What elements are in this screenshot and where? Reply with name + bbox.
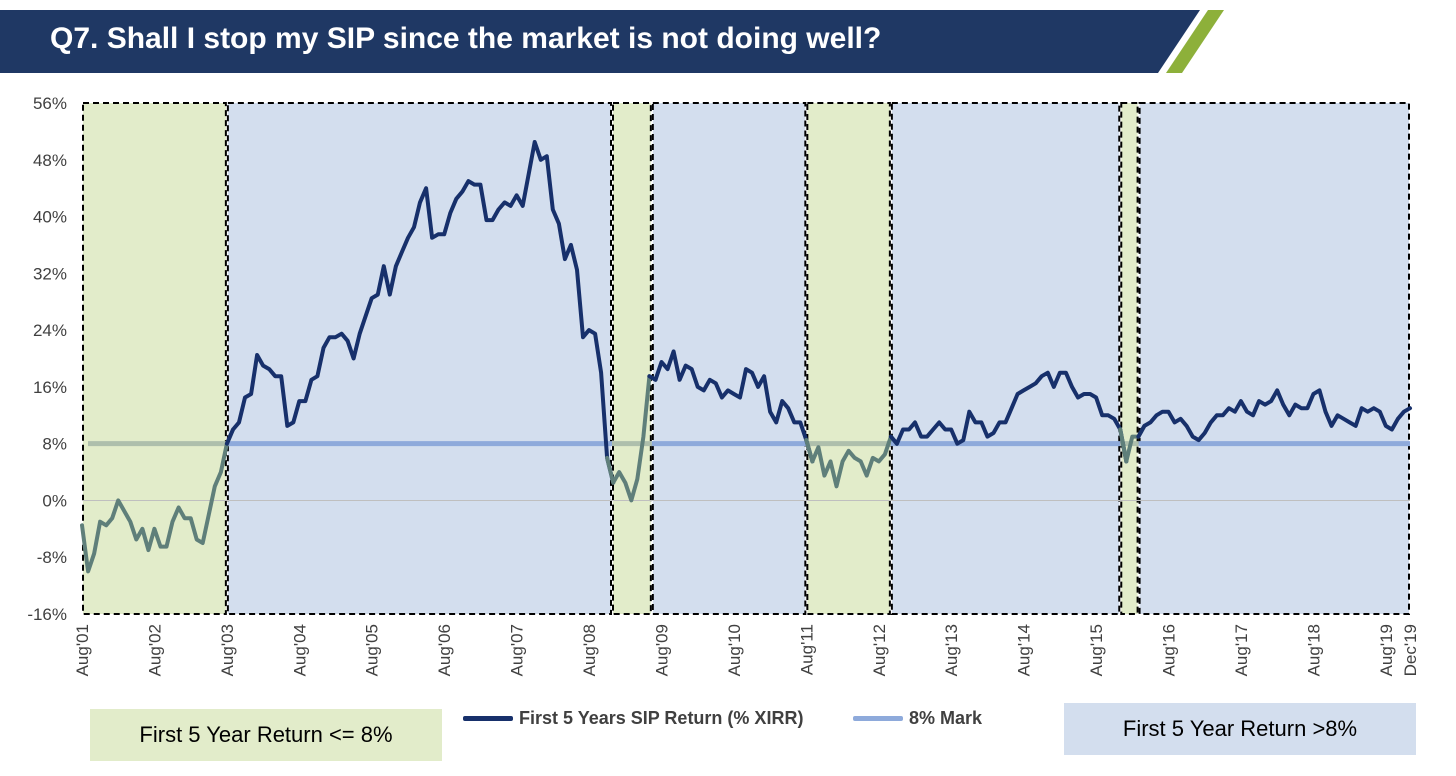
zone-high-7 [1138, 102, 1410, 615]
title-banner-background [0, 10, 1200, 73]
sip-return-chart: 56%48%40%32%24%16%8%0%-8%-16% Aug'01 Aug'… [27, 94, 1420, 676]
x-tick-label: Aug'03 [218, 624, 237, 676]
y-tick-label: -16% [27, 605, 67, 624]
page-title: Q7. Shall I stop my SIP since the market… [50, 22, 882, 55]
sip-series-line-2 [605, 374, 658, 503]
sip-series-line-5 [888, 370, 1129, 464]
legend-mark-label: 8% Mark [909, 708, 983, 728]
y-tick-label: 8% [42, 435, 67, 454]
zone-low-6 [1120, 102, 1139, 615]
zone-low-4 [806, 102, 891, 615]
y-tick-label: 48% [33, 151, 67, 170]
x-axis: Aug'01 Aug'02 Aug'03 Aug'04 Aug'05 Aug'06 Aug'… [73, 624, 1420, 676]
x-tick-label: Aug'19 [1377, 624, 1396, 676]
x-tick-label: Aug'17 [1232, 624, 1251, 676]
zone-high-5 [890, 102, 1121, 615]
x-tick-label: Aug'13 [942, 624, 961, 676]
x-tick-label: Aug'09 [652, 624, 671, 676]
x-tick-label: Aug'14 [1015, 624, 1034, 676]
zone-high-1 [226, 102, 612, 615]
legend-low-return-label: First 5 Year Return <= 8% [139, 722, 393, 747]
x-tick-label: Aug'18 [1304, 624, 1323, 676]
zones-layer [82, 102, 1410, 615]
x-tick-label: Dec'19 [1401, 624, 1420, 676]
sip-series-line-3 [647, 349, 815, 464]
legend-high-return-box: First 5 Year Return >8% [1064, 703, 1416, 755]
x-tick-label: Aug'04 [290, 624, 309, 676]
y-tick-label: 40% [33, 208, 67, 227]
x-tick-label: Aug'12 [870, 624, 889, 676]
y-tick-label: 24% [33, 321, 67, 340]
legend-high-return-label: First 5 Year Return >8% [1122, 716, 1358, 741]
y-tick-label: -8% [37, 548, 67, 567]
x-tick-label: Aug'15 [1087, 624, 1106, 676]
y-tick-label: 0% [42, 491, 67, 510]
legend-sip-label: First 5 Years SIP Return (% XIRR) [519, 708, 804, 728]
legend-mark-swatch [853, 716, 903, 721]
series-layer [80, 140, 1412, 574]
x-tick-label: Aug'01 [73, 624, 92, 676]
zone-high-3 [651, 102, 807, 615]
legend-sip-swatch [463, 716, 513, 721]
y-tick-label: 16% [33, 378, 67, 397]
y-tick-label: 32% [33, 264, 67, 283]
x-tick-label: Aug'06 [435, 624, 454, 676]
title-banner [0, 10, 1224, 73]
x-tick-label: Aug'05 [363, 624, 382, 676]
x-tick-label: Aug'08 [580, 624, 599, 676]
sip-series-line-0 [80, 427, 235, 574]
x-tick-label: Aug'10 [725, 624, 744, 676]
y-tick-label: 56% [33, 94, 67, 113]
legend-sip-series: First 5 Years SIP Return (% XIRR) [463, 708, 803, 729]
zone-low-2 [611, 102, 652, 615]
banner-accent-stripe [1166, 10, 1224, 73]
sip-series-line-4 [804, 434, 899, 489]
y-axis: 56% 48% 40% 32% 24% 16% 8% 0% -8% -16% [27, 94, 67, 624]
legend-low-return-box: First 5 Year Return <= 8% [90, 709, 442, 761]
x-tick-label: Aug'16 [1160, 624, 1179, 676]
x-tick-label: Aug'02 [145, 624, 164, 676]
legend-mark-series: 8% Mark [853, 708, 982, 729]
x-tick-label: Aug'07 [508, 624, 527, 676]
sip-series-line-7 [1136, 388, 1412, 443]
x-tick-label: Aug'11 [797, 624, 816, 675]
sip-series-line-1 [224, 140, 616, 485]
